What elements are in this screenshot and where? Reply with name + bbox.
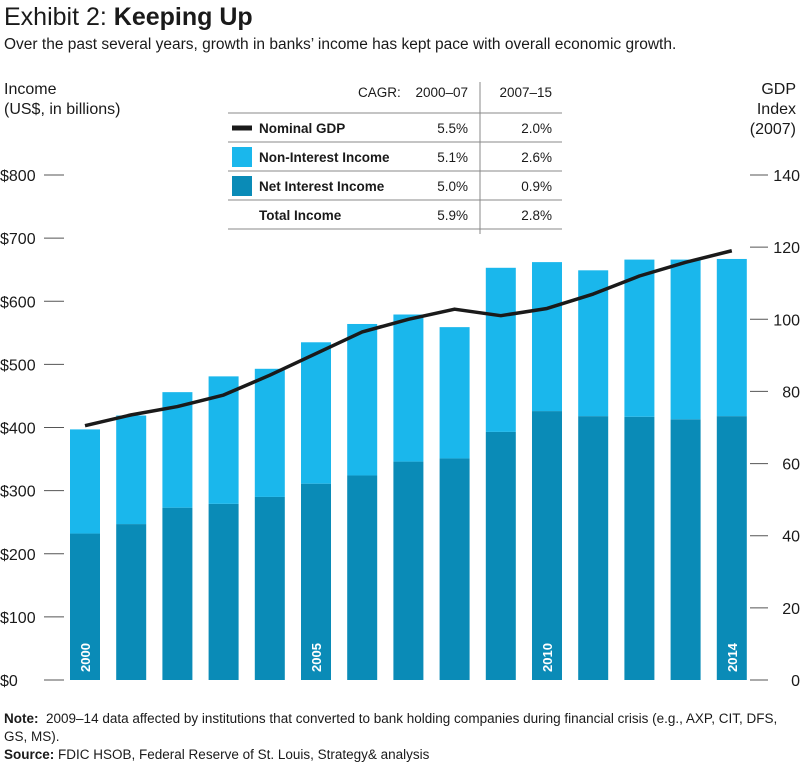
source-label: Source: xyxy=(4,747,55,762)
net-interest-bar xyxy=(208,503,239,680)
net-interest-bar xyxy=(70,533,100,680)
net-interest-bar xyxy=(624,416,655,680)
non-interest-bar xyxy=(485,267,516,432)
net-interest-bar xyxy=(532,411,562,680)
net-interest-bar xyxy=(301,483,331,680)
non-interest-bar xyxy=(254,368,285,497)
left-axis-label-line1: Income xyxy=(4,81,57,98)
non-interest-bar xyxy=(70,429,100,534)
left-tick-label: $500 xyxy=(0,357,36,374)
right-tick-label: 60 xyxy=(782,457,800,474)
net-interest-bar xyxy=(393,461,424,680)
footnotes: Note: 2009–14 data affected by instituti… xyxy=(4,710,796,764)
title-prefix: Exhibit 2: xyxy=(4,3,114,31)
net-interest-bar xyxy=(670,419,701,680)
non-interest-bar xyxy=(116,415,147,525)
non-interest-bar xyxy=(532,262,562,412)
net-interest-bar xyxy=(439,458,470,680)
left-tick-label: $200 xyxy=(0,547,36,564)
net-interest-bar xyxy=(578,416,609,680)
right-tick-label: 80 xyxy=(782,384,800,401)
left-axis-label-line2: (US$, in billions) xyxy=(4,101,121,118)
bar-series xyxy=(70,258,747,680)
non-interest-bar xyxy=(439,327,470,459)
source-text: FDIC HSOB, Federal Reserve of St. Louis,… xyxy=(58,747,430,762)
legend-row-label: Total Income xyxy=(259,208,342,223)
right-axis-label-line3: (2007) xyxy=(749,121,796,138)
chart-title: Exhibit 2: Keeping Up xyxy=(4,2,253,32)
right-tick-label: 0 xyxy=(791,673,800,690)
legend-row-col2: 0.9% xyxy=(521,179,552,194)
right-tick-label: 40 xyxy=(782,529,800,546)
legend-swatch-net-interest xyxy=(232,176,252,196)
left-axis: $0 $100 $200 $300 $400 $500 $600 $700 $800 xyxy=(0,168,64,690)
net-interest-bar xyxy=(162,507,193,680)
year-label: 2010 xyxy=(540,643,555,672)
chart-subtitle: Over the past several years, growth in b… xyxy=(4,36,677,53)
non-interest-bar xyxy=(393,314,424,462)
legend-row-label: Nominal GDP xyxy=(259,121,345,136)
year-label: 2005 xyxy=(309,643,324,672)
legend-row-col1: 5.9% xyxy=(437,208,468,223)
legend-header-col1: 2000–07 xyxy=(415,85,468,100)
legend-row-label: Non-Interest Income xyxy=(259,150,390,165)
net-interest-bar xyxy=(116,524,147,680)
non-interest-bar xyxy=(347,323,378,476)
left-tick-label: $400 xyxy=(0,421,36,438)
legend-row-col1: 5.5% xyxy=(437,121,468,136)
gdp-line xyxy=(84,249,733,428)
right-tick-label: 20 xyxy=(782,601,800,618)
right-tick-label: 140 xyxy=(773,168,800,185)
legend-header-cagr: CAGR: xyxy=(358,85,401,100)
non-interest-bar xyxy=(301,342,331,484)
gdp-line-series xyxy=(84,249,733,428)
right-axis-label-line2: Index xyxy=(756,101,796,118)
left-tick-label: $300 xyxy=(0,484,36,501)
net-interest-bar xyxy=(254,496,285,680)
right-axis-label: GDP Index (2007) xyxy=(750,80,796,140)
title-main: Keeping Up xyxy=(113,3,253,31)
left-tick-label: $0 xyxy=(0,673,18,690)
legend-table: CAGR: 2000–07 2007–15 Nominal GDP 5.5% 2.0% No… xyxy=(228,82,562,234)
year-label: 2014 xyxy=(725,642,740,672)
left-tick-label: $600 xyxy=(0,294,36,311)
legend-row-col1: 5.0% xyxy=(437,179,468,194)
year-label: 2000 xyxy=(78,643,93,672)
left-tick-label: $800 xyxy=(0,168,36,185)
non-interest-bar xyxy=(716,258,747,417)
legend-row-col2: 2.8% xyxy=(521,208,552,223)
legend-swatch-non-interest xyxy=(232,147,252,167)
net-interest-bar xyxy=(347,475,378,680)
left-tick-label: $100 xyxy=(0,610,36,627)
right-axis-label-line1: GDP xyxy=(761,81,796,98)
non-interest-bar xyxy=(624,259,655,417)
legend-swatch-line xyxy=(232,125,252,131)
legend-row-col1: 5.1% xyxy=(437,150,468,165)
left-tick-label: $700 xyxy=(0,231,36,248)
legend-header-col2: 2007–15 xyxy=(499,85,552,100)
legend-row-col2: 2.6% xyxy=(521,150,552,165)
source-line: Source: FDIC HSOB, Federal Reserve of St… xyxy=(4,746,796,764)
note-line: Note: 2009–14 data affected by instituti… xyxy=(4,710,796,746)
non-interest-bar xyxy=(162,392,193,508)
net-interest-bar xyxy=(485,431,516,680)
year-labels: 2000 2005 2010 2014 xyxy=(78,642,740,672)
note-label: Note: xyxy=(4,711,39,726)
right-tick-label: 120 xyxy=(773,240,800,257)
right-axis: 0 20 40 60 80 100 120 140 xyxy=(750,168,800,690)
right-tick-label: 100 xyxy=(773,312,800,329)
legend-row-col2: 2.0% xyxy=(521,121,552,136)
left-axis-label: Income (US$, in billions) xyxy=(4,80,120,120)
net-interest-bar xyxy=(716,416,747,680)
note-text: 2009–14 data affected by institutions th… xyxy=(4,711,778,744)
legend-row-label: Net Interest Income xyxy=(259,179,385,194)
non-interest-bar xyxy=(670,259,701,420)
